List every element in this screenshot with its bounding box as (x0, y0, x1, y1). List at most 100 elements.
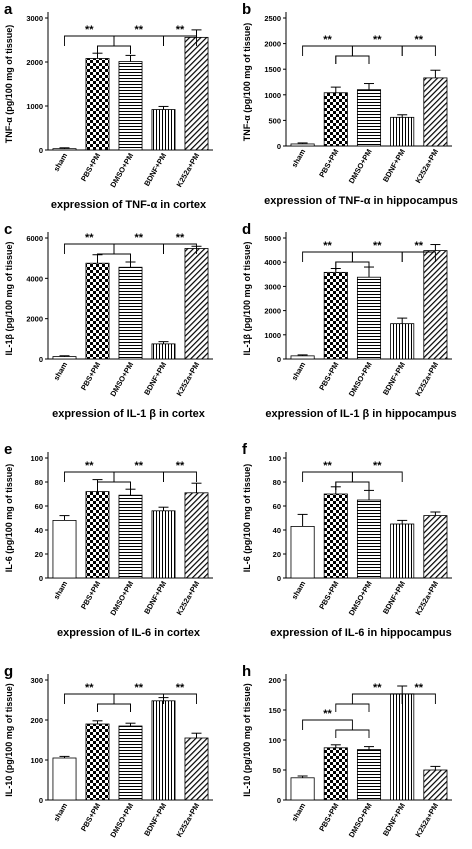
bar-DMSO+PM (356, 499, 382, 579)
y-axis-label: IL-6 (pg/100 mg of tissue) (242, 464, 252, 573)
category-label: BDNF+PM (142, 152, 168, 188)
category-label: sham (52, 579, 70, 601)
significance-label: ** (176, 682, 185, 694)
category-label: DMSO+PM (347, 148, 374, 186)
bar-BDNF+PM (390, 323, 415, 360)
y-tick-label: 0 (277, 574, 281, 583)
bar-sham (290, 777, 315, 801)
category-label: PBS+PM (317, 580, 340, 611)
y-tick-label: 1000 (26, 102, 43, 111)
significance-label: ** (323, 240, 332, 252)
y-tick-label: 100 (268, 454, 281, 463)
category-label: sham (52, 801, 70, 823)
significance-bracket (163, 471, 197, 482)
bar-DMSO+PM (356, 276, 382, 360)
bar-PBS+PM (85, 262, 110, 360)
significance-bracket (302, 45, 353, 56)
significance-bracket (163, 35, 197, 46)
y-tick-label: 20 (35, 550, 43, 559)
category-label: PBS+PM (317, 148, 340, 179)
y-tick-label: 500 (268, 116, 281, 125)
significance-bracket (302, 719, 353, 730)
significance-bracket (64, 243, 115, 254)
panel-title: expression of IL-6 in cortex (57, 627, 201, 639)
panel-title: expression of IL-1 β in cortex (52, 408, 206, 420)
y-tick-label: 60 (273, 502, 281, 511)
significance-bracket (113, 35, 164, 46)
y-tick-label: 5000 (264, 234, 281, 243)
category-label: K252a+PM (175, 802, 202, 839)
y-tick-label: 0 (277, 796, 281, 805)
panel-f: f 0 20 40 60 80 100 IL-6 (pg/100 mg of tissue) s… (242, 441, 452, 639)
significance-label: ** (415, 240, 424, 252)
bar-K252a+PM (184, 36, 209, 151)
panel-c: c 0 2000 4000 6000 IL-1β (pg/100 mg of tissue… (4, 221, 213, 420)
group-bracket (97, 703, 131, 712)
significance-label: ** (373, 460, 382, 472)
panel-letter: b (242, 1, 251, 18)
bar-sham (290, 143, 315, 147)
significance-label: ** (323, 708, 332, 720)
category-label: PBS+PM (79, 580, 102, 611)
significance-label: ** (134, 24, 143, 36)
significance-label: ** (176, 232, 185, 244)
bar-PBS+PM (323, 493, 348, 579)
significance-bracket (351, 251, 403, 262)
group-bracket (335, 703, 370, 712)
group-bracket (97, 703, 131, 712)
bar-BDNF+PM (390, 693, 415, 801)
bar-DMSO+PM (118, 725, 143, 801)
significance-label: ** (85, 232, 94, 244)
significance-label: ** (134, 232, 143, 244)
bar-K252a+PM (184, 737, 209, 801)
panel-title: expression of IL-6 in hippocampus (270, 627, 452, 639)
y-tick-label: 0 (39, 574, 43, 583)
y-axis-label: IL-6 (pg/100 mg of tissue) (4, 464, 14, 573)
bar-K252a+PM (423, 250, 448, 360)
bar-PBS+PM (323, 747, 348, 801)
y-tick-label: 4000 (264, 258, 281, 267)
category-label: BDNF+PM (142, 580, 168, 616)
bar-K252a+PM (184, 492, 209, 579)
group-bracket (335, 55, 370, 64)
category-label: PBS+PM (79, 802, 102, 833)
bar-sham (52, 356, 77, 360)
bar-K252a+PM (423, 77, 448, 147)
category-label: sham (52, 360, 70, 382)
group-bracket (335, 481, 370, 490)
significance-bracket (163, 243, 197, 254)
significance-bracket (64, 693, 115, 704)
y-tick-label: 3000 (264, 282, 281, 291)
y-tick-label: 2000 (26, 58, 43, 67)
y-tick-label: 1000 (264, 331, 281, 340)
y-axis-label: TNF-α (pg/100 mg of tissue) (242, 23, 252, 142)
significance-label: ** (373, 682, 382, 694)
significance-label: ** (323, 34, 332, 46)
category-label: PBS+PM (79, 152, 102, 183)
panel-letter: d (242, 221, 251, 238)
panel-e: e 0 20 40 60 80 100 IL-6 (pg/100 mg of tissue) s… (4, 441, 213, 639)
y-tick-label: 80 (35, 478, 43, 487)
category-label: K252a+PM (175, 580, 202, 617)
panel-g: g 0 100 200 300 IL-10 (pg/100 mg of tissue) sh… (4, 663, 213, 839)
category-label: DMSO+PM (347, 802, 374, 840)
y-tick-label: 2000 (264, 307, 281, 316)
y-tick-label: 0 (39, 146, 43, 155)
bar-PBS+PM (323, 92, 348, 147)
group-bracket (97, 45, 131, 54)
significance-bracket (401, 45, 436, 56)
y-tick-label: 100 (30, 756, 43, 765)
y-tick-label: 40 (35, 526, 43, 535)
group-bracket (97, 253, 131, 262)
y-tick-label: 100 (30, 454, 43, 463)
category-label: K252a+PM (413, 148, 440, 185)
bar-DMSO+PM (356, 749, 382, 801)
significance-bracket (163, 693, 197, 704)
panel-letter: h (242, 663, 251, 680)
bar-BDNF+PM (151, 343, 176, 360)
bar-DMSO+PM (356, 89, 382, 147)
significance-label: ** (176, 24, 185, 36)
significance-bracket (351, 471, 403, 482)
category-label: BDNF+PM (142, 802, 168, 838)
